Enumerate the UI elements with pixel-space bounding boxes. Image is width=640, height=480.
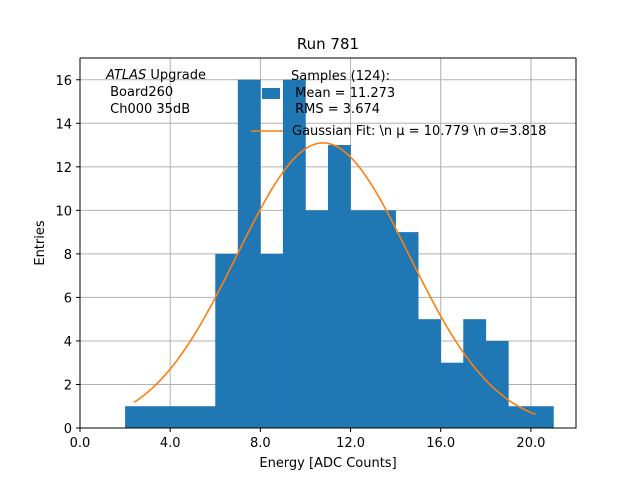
y-tick-label: 8 xyxy=(64,248,72,263)
legend-fit-label: Gaussian Fit: \n μ = 10.779 \n σ=3.818 xyxy=(292,124,546,139)
x-axis-label: Energy [ADC Counts] xyxy=(259,456,396,471)
channel-annotation: Ch000 35dB xyxy=(106,102,190,117)
histogram-bar xyxy=(508,406,532,428)
histogram-bars xyxy=(125,79,554,428)
histogram-bar xyxy=(147,406,171,428)
histogram-bar xyxy=(350,210,374,428)
x-tick-label: 0.0 xyxy=(70,436,91,451)
histogram-bar xyxy=(260,253,284,428)
histogram-bar xyxy=(395,232,419,428)
chart-title: Run 781 xyxy=(297,35,359,53)
histogram-bar xyxy=(305,210,329,428)
gaussian-fit-curve xyxy=(133,142,536,416)
legend-hist-label-line2: Mean = 11.273 xyxy=(291,86,395,101)
y-tick-label: 12 xyxy=(55,161,72,176)
y-tick-label: 4 xyxy=(64,335,72,350)
x-tick-label: 16.0 xyxy=(426,436,455,451)
x-tick-label: 20.0 xyxy=(516,436,545,451)
y-tick-label: 16 xyxy=(55,74,72,89)
y-axis-ticks: 0 2 4 6 8 10 12 14 16 xyxy=(55,74,80,437)
histogram-bar xyxy=(440,362,464,428)
y-tick-label: 14 xyxy=(55,117,72,132)
histogram-bar xyxy=(418,319,442,428)
y-tick-label: 2 xyxy=(64,378,72,393)
x-axis-ticks: 0.0 4.0 8.0 12.0 16.0 20.0 xyxy=(70,428,545,451)
y-tick-label: 10 xyxy=(55,204,72,219)
histogram-bar xyxy=(192,406,216,428)
y-tick-label: 6 xyxy=(64,291,72,306)
histogram-bar xyxy=(125,406,148,428)
histogram-bar xyxy=(237,79,261,428)
atlas-label: ATLAS xyxy=(105,68,146,83)
y-tick-label: 0 xyxy=(64,422,72,437)
x-tick-label: 4.0 xyxy=(160,436,181,451)
y-axis-label: Entries xyxy=(33,220,48,266)
histogram-bar xyxy=(215,253,239,428)
legend-hist-label-line3: RMS = 3.674 xyxy=(291,102,380,117)
legend-hist-swatch xyxy=(262,88,280,99)
histogram-bar xyxy=(485,340,509,428)
x-tick-label: 12.0 xyxy=(336,436,365,451)
histogram-bar xyxy=(463,319,487,428)
histogram-bar xyxy=(282,79,306,428)
legend-hist-label-line1: Samples (124): xyxy=(291,69,390,84)
plot-frame xyxy=(79,57,577,429)
histogram-bar xyxy=(530,406,554,428)
board-annotation: Board260 xyxy=(106,85,173,100)
upgrade-label: Upgrade xyxy=(146,68,206,83)
x-tick-label: 8.0 xyxy=(250,436,271,451)
histogram-bar xyxy=(328,145,351,428)
histogram-bar xyxy=(170,406,194,428)
atlas-annotation-line1: ATLAS Upgrade xyxy=(105,68,206,83)
histogram-bar xyxy=(373,210,396,428)
